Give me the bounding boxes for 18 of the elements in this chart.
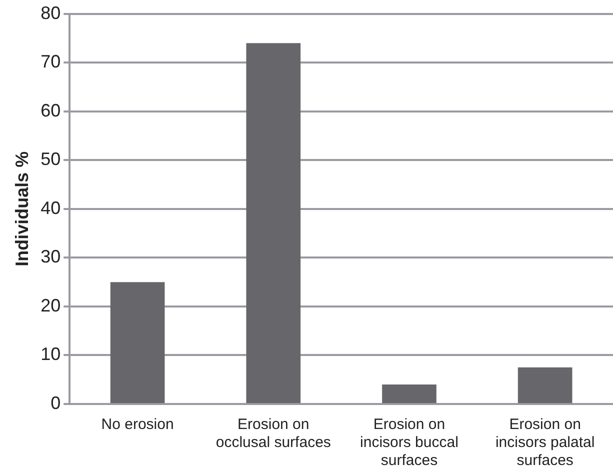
x-tick-label: Erosion on occlusal surfaces [216, 416, 331, 452]
y-tick-label: 0 [50, 392, 61, 413]
bar [246, 43, 301, 403]
y-tick-label: 60 [40, 100, 61, 120]
y-axis-title: Individuals % [12, 151, 32, 266]
y-tick-label: 70 [40, 52, 61, 72]
y-tick-label: 20 [40, 295, 61, 316]
bar [110, 282, 165, 403]
bar [518, 367, 572, 403]
x-tick-label: Erosion on incisors buccal surfaces [360, 416, 458, 470]
y-tick-label: 30 [40, 246, 61, 267]
x-tick-label: Erosion on incisors palatal surfaces [495, 416, 595, 470]
bar [382, 384, 436, 403]
y-tick-label: 80 [40, 2, 61, 23]
y-tick-label: 10 [40, 344, 61, 364]
x-tick-label: No erosion [101, 416, 174, 434]
y-tick-label: 40 [40, 198, 61, 218]
y-tick-label: 50 [40, 149, 61, 170]
